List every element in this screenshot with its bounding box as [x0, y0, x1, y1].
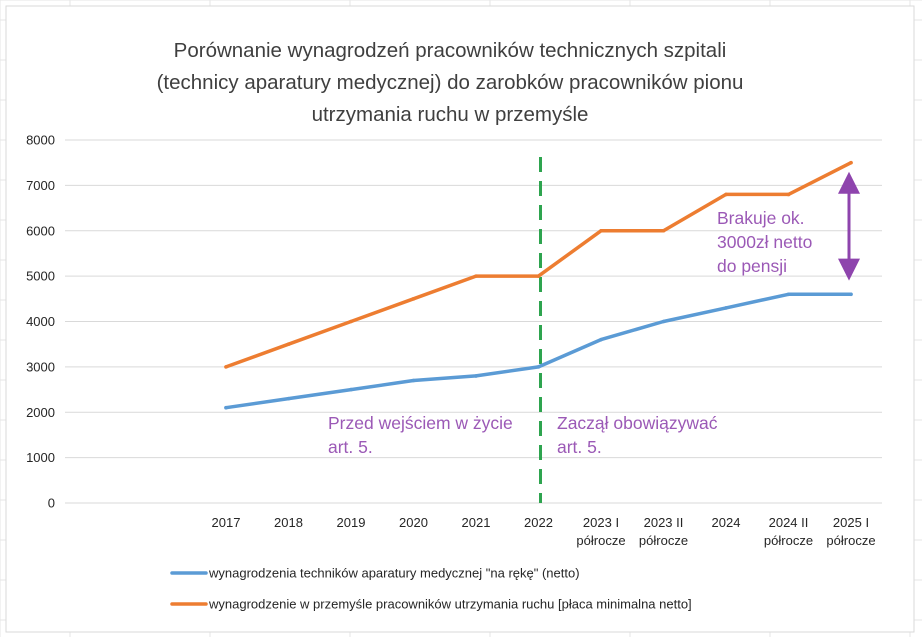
legend: wynagrodzenia techników aparatury medycz…	[170, 566, 692, 612]
x-tick-label-5: 2022	[524, 515, 553, 530]
series-0-point-8	[724, 306, 728, 310]
x-tick-label-2: 2019	[337, 515, 366, 530]
x-tick-label-9-line-2: półrocze	[764, 533, 813, 548]
y-axis-tick-labels: 0 1000 2000 3000 4000 5000 6000 7000 8000	[26, 133, 55, 511]
x-tick-label-10: 2025 I	[833, 515, 869, 530]
series-0-point-6	[599, 337, 603, 342]
series-1-point-2	[349, 319, 353, 324]
y-tick-label-8000: 8000	[26, 133, 55, 148]
series-1-point-5	[536, 274, 541, 278]
series-0-point-10	[849, 292, 853, 297]
series-1-point-0	[224, 365, 228, 369]
x-tick-label-4: 2021	[462, 515, 491, 530]
series-0-point-2	[349, 387, 353, 392]
x-tick-label-0: 2017	[212, 515, 241, 530]
x-tick-label-1: 2018	[274, 515, 303, 530]
annotations: Przed wejściem w życie art. 5. Zaczął obow…	[328, 171, 860, 457]
series-0-point-1	[286, 396, 291, 401]
annotation-after-line-2: art. 5.	[557, 437, 602, 457]
x-tick-label-3: 2020	[399, 515, 428, 530]
legend-label-1: wynagrodzenie w przemyśle pracowników ut…	[208, 597, 692, 612]
series-1-point-1	[286, 342, 291, 346]
x-tick-label-9: 2024 II	[769, 515, 809, 530]
x-tick-label-7-line-2: półrocze	[639, 533, 688, 548]
annotation-before-line-2: art. 5.	[328, 437, 373, 457]
x-axis-tick-labels: 2017 2018 2019 2020 2021 2022 2023 I półrocze 20…	[212, 515, 876, 548]
legend-label-0: wynagrodzenia techników aparatury medycz…	[208, 566, 580, 581]
x-tick-label-7: 2023 II	[644, 515, 684, 530]
horizontal-gridlines	[65, 139, 882, 504]
chart-title-line-2: (technicy aparatury medycznej) do zarobk…	[157, 71, 744, 94]
chart-title-line-1: Porównanie wynagrodzeń pracowników techn…	[174, 39, 727, 62]
gap-arrow-head-down	[838, 258, 860, 281]
y-tick-label-0: 0	[48, 496, 55, 511]
series-1-point-9	[786, 192, 791, 197]
series-1-point-8	[724, 192, 728, 197]
series-0-point-3	[411, 378, 416, 383]
chart-title-line-3: utrzymania ruchu w przemyśle	[312, 103, 589, 126]
annotation-gap-line-3: do pensji	[717, 256, 787, 276]
series-0-point-5	[536, 365, 541, 369]
y-tick-label-2000: 2000	[26, 405, 55, 420]
y-tick-label-7000: 7000	[26, 178, 55, 193]
annotation-after-line-1: Zaczął obowiązywać	[557, 413, 718, 433]
series-0-point-9	[786, 292, 791, 297]
y-tick-label-5000: 5000	[26, 269, 55, 284]
y-tick-label-1000: 1000	[26, 450, 55, 465]
series-0-point-0	[224, 405, 228, 410]
series-0-point-7	[661, 319, 666, 324]
series-lines	[224, 160, 853, 410]
x-tick-label-6-line-2: półrocze	[576, 533, 625, 548]
series-1-point-6	[599, 228, 603, 233]
y-tick-label-4000: 4000	[26, 314, 55, 329]
y-tick-label-3000: 3000	[26, 359, 55, 374]
annotation-gap-line-2: 3000zł netto	[717, 232, 812, 252]
series-0-point-4	[474, 374, 478, 378]
chart-area-frame	[5, 5, 915, 633]
series-1-point-4	[474, 274, 478, 278]
x-tick-label-6: 2023 I	[583, 515, 619, 530]
x-tick-label-8: 2024	[712, 515, 741, 530]
x-tick-label-10-line-2: półrocze	[826, 533, 875, 548]
y-tick-label-6000: 6000	[26, 223, 55, 238]
series-1-point-10	[849, 160, 853, 165]
gap-arrow-head-up	[838, 171, 860, 194]
annotation-gap-line-1: Brakuje ok.	[717, 208, 805, 228]
annotation-before-line-1: Przed wejściem w życie	[328, 413, 513, 433]
series-1-point-3	[411, 297, 416, 301]
series-1-point-7	[661, 228, 666, 233]
